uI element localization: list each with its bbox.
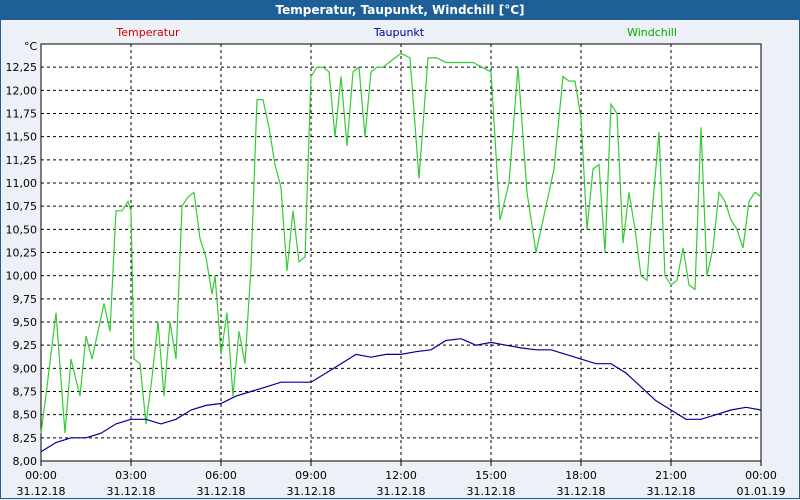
x-tick-date-label: 31.12.18 xyxy=(557,485,606,498)
y-tick-label: 10,75 xyxy=(6,200,38,213)
x-tick-time-label: 21:00 xyxy=(655,469,687,482)
y-tick-label: 12,25 xyxy=(6,61,38,74)
x-tick-date-label: 31.12.18 xyxy=(17,485,66,498)
y-tick-label: 11,25 xyxy=(6,154,38,167)
y-tick-label: 10,00 xyxy=(6,270,38,283)
x-tick-date-label: 31.12.18 xyxy=(377,485,426,498)
y-tick-label: 11,50 xyxy=(6,131,38,144)
x-tick-date-label: 31.12.18 xyxy=(647,485,696,498)
x-tick-time-label: 00:00 xyxy=(745,469,777,482)
x-tick-time-label: 03:00 xyxy=(115,469,147,482)
y-tick-label: 9,00 xyxy=(13,362,38,375)
y-tick-label: 9,75 xyxy=(13,293,38,306)
y-tick-label: 9,50 xyxy=(13,316,38,329)
legend-item-taupunkt: Taupunkt xyxy=(373,26,425,39)
x-tick-date-label: 31.12.18 xyxy=(197,485,246,498)
x-tick-date-label: 31.12.18 xyxy=(107,485,156,498)
x-tick-time-label: 00:00 xyxy=(25,469,57,482)
x-tick-time-label: 12:00 xyxy=(385,469,417,482)
x-tick-date-label: 31.12.18 xyxy=(467,485,516,498)
y-tick-label: 11,00 xyxy=(6,177,38,190)
x-tick-date-label: 01.01.19 xyxy=(737,485,786,498)
y-tick-label: 8,00 xyxy=(13,455,38,468)
window-title: Temperatur, Taupunkt, Windchill [°C] xyxy=(0,0,800,20)
x-tick-time-label: 18:00 xyxy=(565,469,597,482)
y-tick-label: 8,75 xyxy=(13,386,38,399)
y-tick-label: 8,25 xyxy=(13,432,38,445)
legend-item-windchill: Windchill xyxy=(627,26,677,39)
y-tick-label: 8,50 xyxy=(13,409,38,422)
y-tick-label: 9,25 xyxy=(13,339,38,352)
y-tick-label: 10,50 xyxy=(6,223,38,236)
y-tick-label: 11,75 xyxy=(6,108,38,121)
x-tick-time-label: 09:00 xyxy=(295,469,327,482)
y-tick-label: 10,25 xyxy=(6,247,38,260)
x-tick-time-label: 15:00 xyxy=(475,469,507,482)
x-tick-time-label: 06:00 xyxy=(205,469,237,482)
series-line-taupunkt xyxy=(40,338,762,453)
y-axis-label: °C xyxy=(24,40,38,53)
x-tick-date-label: 31.12.18 xyxy=(287,485,336,498)
series-line-windchill xyxy=(40,52,762,434)
legend-item-temperatur: Temperatur xyxy=(115,26,180,39)
y-tick-label: 12,00 xyxy=(6,84,38,97)
